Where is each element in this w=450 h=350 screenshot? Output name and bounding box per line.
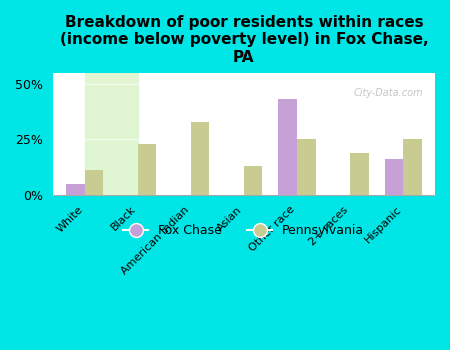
Bar bbox=[297, 139, 315, 195]
Bar bbox=[191, 121, 209, 195]
Bar bbox=[85, 0, 138, 61]
Bar bbox=[85, 128, 138, 195]
Bar bbox=[85, 170, 103, 195]
Title: Breakdown of poor residents within races
(income below poverty level) in Fox Cha: Breakdown of poor residents within races… bbox=[59, 15, 428, 65]
Bar bbox=[385, 159, 403, 195]
Legend: Fox Chase, Pennsylvania: Fox Chase, Pennsylvania bbox=[118, 219, 369, 242]
Bar bbox=[279, 99, 297, 195]
Bar bbox=[85, 61, 138, 128]
Bar bbox=[244, 166, 262, 195]
Bar bbox=[350, 153, 369, 195]
Bar bbox=[138, 144, 156, 195]
Bar bbox=[403, 139, 422, 195]
Text: City-Data.com: City-Data.com bbox=[354, 88, 423, 98]
Bar bbox=[66, 184, 85, 195]
